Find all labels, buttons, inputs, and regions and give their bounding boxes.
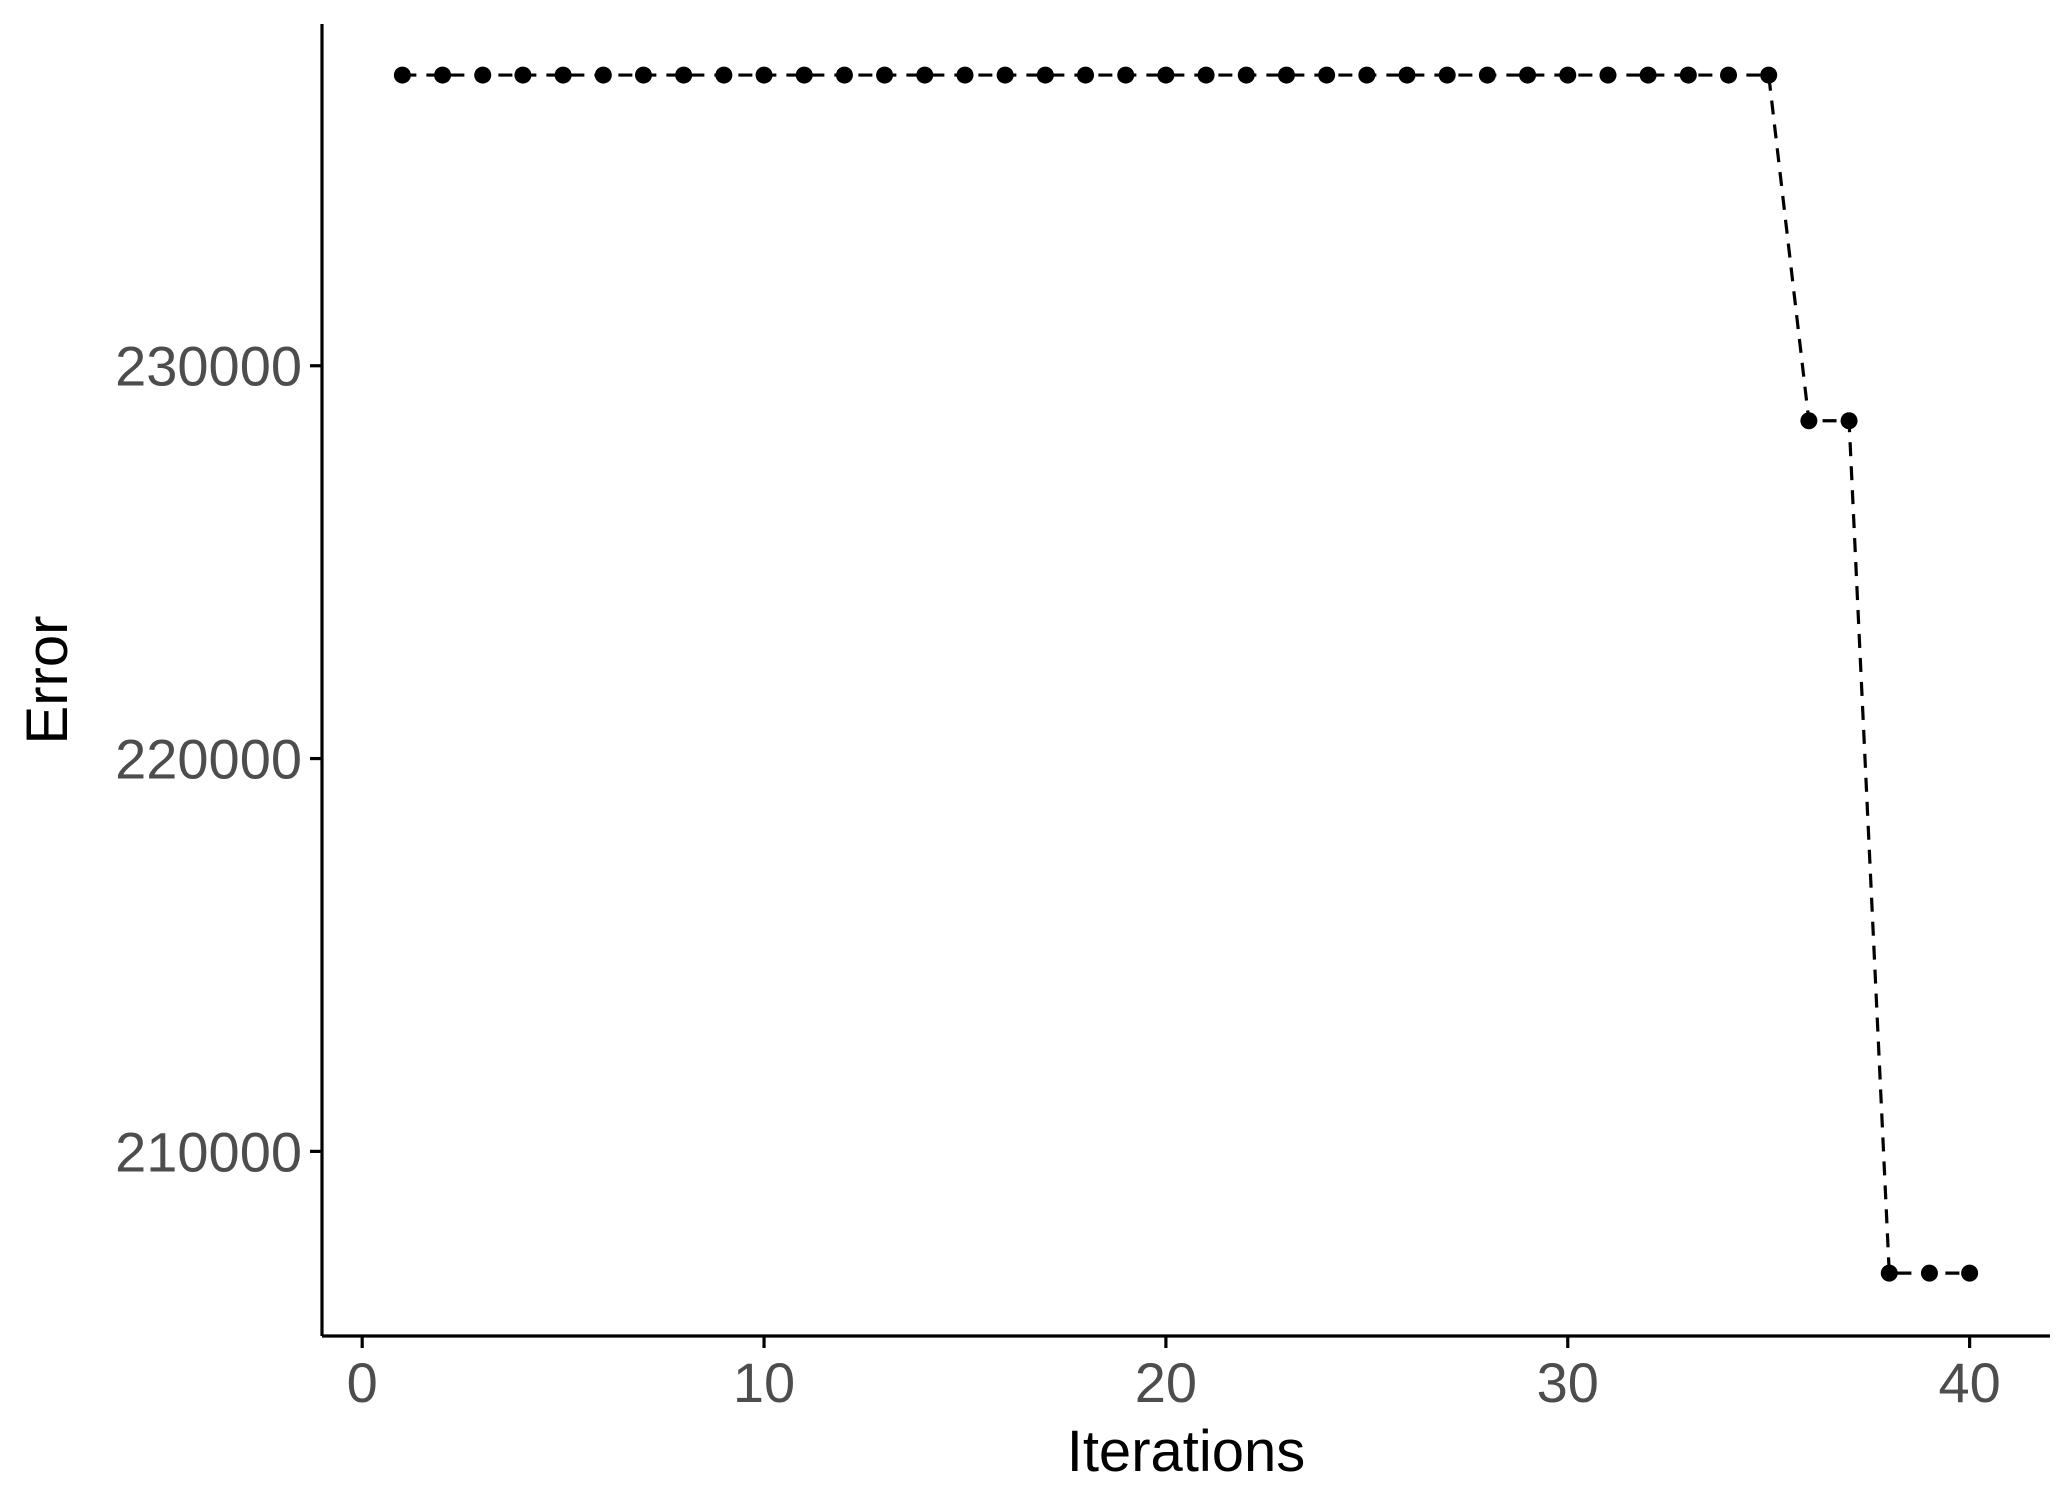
data-point (1157, 66, 1175, 84)
data-point (1277, 66, 1295, 84)
data-point (1398, 66, 1416, 84)
data-point (554, 66, 572, 84)
data-point (1639, 66, 1657, 84)
x-tick-label: 30 (1537, 1351, 1599, 1414)
x-axis-title: Iterations (1067, 1419, 1306, 1484)
data-point (916, 66, 934, 84)
data-point (594, 66, 612, 84)
data-point (1720, 66, 1738, 84)
data-point (755, 66, 773, 84)
data-point (876, 66, 894, 84)
data-point (795, 66, 813, 84)
data-point (835, 66, 853, 84)
data-point (675, 66, 693, 84)
y-tick-label: 230000 (115, 335, 302, 398)
x-tick-label: 0 (347, 1351, 378, 1414)
y-axis-title: Error (15, 616, 80, 745)
series-line (402, 73, 1970, 1275)
data-point (1880, 1264, 1898, 1282)
data-point (1599, 66, 1617, 84)
plot-area (393, 66, 1979, 1282)
data-point (715, 66, 733, 84)
data-point (996, 66, 1014, 84)
data-point (1036, 66, 1054, 84)
data-point (1117, 66, 1135, 84)
data-point (1840, 412, 1858, 430)
data-point (1237, 66, 1255, 84)
data-point (1478, 66, 1496, 84)
data-point (434, 66, 452, 84)
ticks: 0 10 20 30 40 210000 220000 230000 (115, 335, 2001, 1414)
data-point (393, 66, 411, 84)
data-point (1358, 66, 1376, 84)
x-tick-label: 20 (1135, 1351, 1197, 1414)
data-point (1318, 66, 1336, 84)
data-point (1077, 66, 1095, 84)
x-tick-label: 40 (1938, 1351, 2000, 1414)
data-point (1679, 66, 1697, 84)
y-tick-label: 220000 (115, 728, 302, 791)
x-tick-label: 10 (733, 1351, 795, 1414)
data-point (514, 66, 532, 84)
data-point (474, 66, 492, 84)
axes (320, 24, 2050, 1338)
data-point (1559, 66, 1577, 84)
data-point (1519, 66, 1537, 84)
y-tick-label: 210000 (115, 1120, 302, 1183)
data-point (1197, 66, 1215, 84)
data-point (1800, 412, 1818, 430)
data-point (1920, 1264, 1938, 1282)
data-point (1760, 66, 1778, 84)
data-point (1438, 66, 1456, 84)
data-point (634, 66, 652, 84)
data-point (1961, 1264, 1979, 1282)
data-point (956, 66, 974, 84)
